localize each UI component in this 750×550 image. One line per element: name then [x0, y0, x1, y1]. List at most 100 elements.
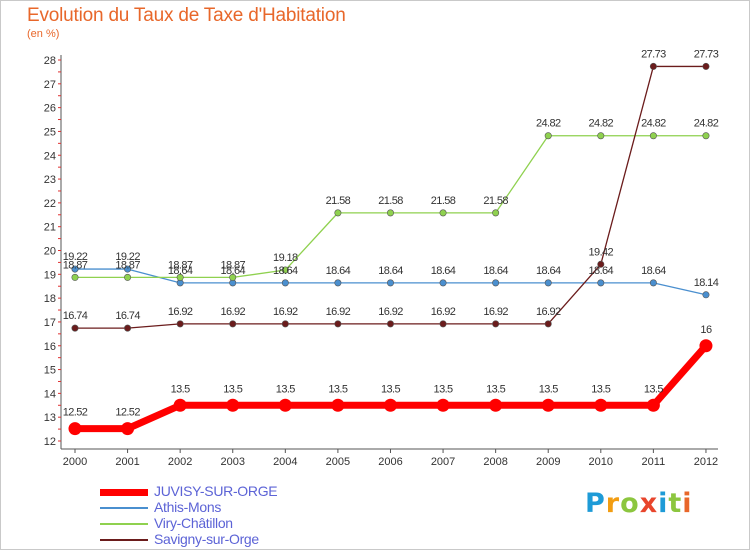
unit-label: (en %) [27, 28, 60, 40]
x-tick-label: 2012 [694, 456, 718, 468]
y-tick-label: 26 [44, 103, 56, 115]
data-label: 18.64 [220, 265, 245, 277]
data-point [649, 279, 657, 287]
legend-label: JUVISY-SUR-ORGE [154, 483, 278, 499]
legend-item: JUVISY-SUR-ORGE [100, 483, 320, 500]
data-label: 13.5 [223, 383, 242, 395]
data-point [331, 398, 345, 412]
data-label: 18.64 [168, 265, 193, 277]
data-label: 18.14 [694, 277, 719, 289]
data-point [439, 209, 447, 217]
x-tick-label: 2002 [168, 456, 192, 468]
data-label: 18.87 [63, 259, 88, 271]
data-label: 24.82 [536, 118, 561, 130]
data-point [278, 398, 292, 412]
data-point [649, 62, 657, 70]
y-tick-label: 27 [44, 79, 56, 91]
data-point [334, 209, 342, 217]
data-label: 12.52 [115, 407, 140, 419]
data-label: 18.64 [483, 265, 508, 277]
data-point [492, 279, 500, 287]
data-label: 12.52 [63, 407, 88, 419]
x-tick-label: 2006 [378, 456, 402, 468]
data-point [489, 398, 503, 412]
data-point [597, 132, 605, 140]
data-label: 19.22 [63, 251, 88, 263]
data-label: 16.92 [431, 306, 456, 318]
data-point [176, 273, 184, 281]
data-label: 13.5 [328, 383, 347, 395]
data-label: 18.64 [589, 265, 614, 277]
data-label: 21.58 [378, 195, 403, 207]
y-tick-label: 22 [44, 198, 56, 210]
y-tick-label: 23 [44, 174, 56, 186]
data-label: 21.58 [431, 195, 456, 207]
x-tick-label: 2004 [273, 456, 297, 468]
data-point [386, 320, 394, 328]
data-point [229, 273, 237, 281]
data-label: 27.73 [694, 48, 719, 60]
x-tick-label: 2010 [589, 456, 613, 468]
y-tick-label: 14 [44, 388, 56, 400]
data-label: 13.5 [171, 383, 190, 395]
data-point [436, 398, 450, 412]
data-point [124, 324, 132, 332]
y-tick-label: 16 [44, 341, 56, 353]
data-point [544, 320, 552, 328]
data-point [383, 398, 397, 412]
data-label: 24.82 [694, 118, 719, 130]
data-label: 18.64 [326, 265, 351, 277]
data-point [281, 279, 289, 287]
y-tick-label: 28 [44, 55, 56, 67]
legend-label: Athis-Mons [154, 499, 222, 515]
data-point [649, 132, 657, 140]
legend-item: Athis-Mons [100, 499, 320, 516]
data-point [544, 132, 552, 140]
proxiti-logo: Proxiti [585, 488, 693, 519]
data-point [68, 422, 82, 436]
data-point [71, 273, 79, 281]
data-label: 18.87 [168, 259, 193, 271]
data-point [226, 398, 240, 412]
data-point [176, 320, 184, 328]
data-label: 16.92 [378, 306, 403, 318]
data-point [71, 265, 79, 273]
y-tick-label: 15 [44, 365, 56, 377]
y-tick-label: 18 [44, 293, 56, 305]
x-tick-label: 2007 [431, 456, 455, 468]
legend-swatch [100, 523, 148, 525]
data-point [386, 279, 394, 287]
data-point [594, 398, 608, 412]
legend-label: Savigny-sur-Orge [154, 531, 259, 547]
y-tick-label: 12 [44, 436, 56, 448]
data-point [439, 320, 447, 328]
data-point [281, 320, 289, 328]
data-label: 16.74 [115, 310, 140, 322]
y-tick-label: 25 [44, 126, 56, 138]
data-label: 13.5 [644, 383, 663, 395]
data-label: 13.5 [486, 383, 505, 395]
data-point [544, 279, 552, 287]
y-tick-label: 17 [44, 317, 56, 329]
data-label: 21.58 [483, 195, 508, 207]
legend: JUVISY-SUR-ORGE Athis-Mons Viry-Châtillon S… [100, 483, 320, 548]
data-label: 24.82 [641, 118, 666, 130]
data-point [173, 398, 187, 412]
y-tick-label: 13 [44, 412, 56, 424]
legend-swatch [100, 507, 148, 509]
legend-swatch [100, 488, 148, 496]
x-tick-label: 2005 [326, 456, 350, 468]
x-tick-label: 2000 [63, 456, 87, 468]
data-point [439, 279, 447, 287]
legend-swatch [100, 539, 148, 541]
data-label: 16.92 [536, 306, 561, 318]
data-label: 13.5 [276, 383, 295, 395]
data-point [334, 279, 342, 287]
data-point [597, 279, 605, 287]
data-point [699, 339, 713, 353]
x-tick-label: 2008 [483, 456, 507, 468]
data-point [597, 260, 605, 268]
data-label: 18.87 [220, 259, 245, 271]
data-label: 16.92 [273, 306, 298, 318]
